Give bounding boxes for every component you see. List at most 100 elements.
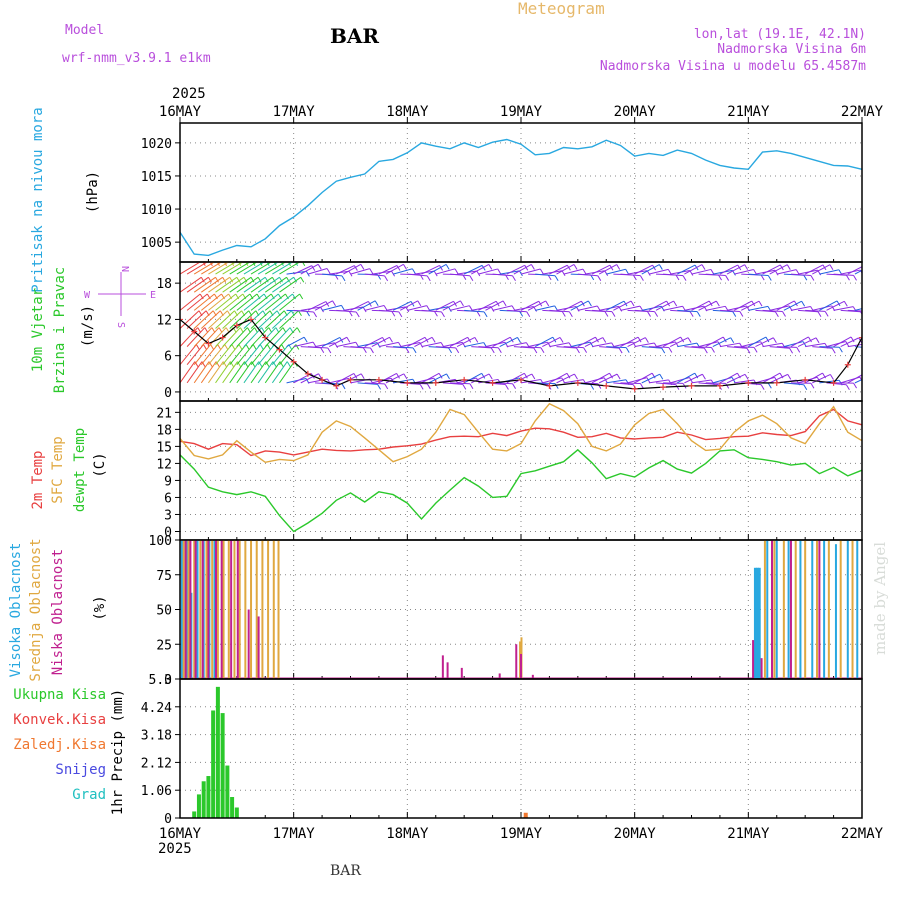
wind-barb-feather [267,244,270,249]
y-tick-label: 18 [156,423,172,438]
wind-barb-feather [230,361,234,367]
wind-barb [200,344,219,366]
wind-barb-feather [873,265,876,270]
y-tick-label: 1010 [141,203,172,218]
legend-hail: Grad [72,787,106,803]
y-tick-label: 9 [164,474,172,489]
wind-barb-feather [616,373,621,380]
wind-barb-feather [882,347,885,352]
wind-barb [684,346,705,349]
cloud-bar [771,540,774,679]
y-tick-label: 21 [156,406,172,421]
wind-barb-feather [258,361,263,367]
wind-barb [677,372,696,384]
wind-barb [627,377,647,384]
wind-barb [726,346,747,349]
y-tick-label: 75 [156,569,172,584]
wind-barb-feather [787,374,792,380]
wind-barb-feather [760,341,765,347]
wind-barb-feather [502,300,507,307]
wind-barb-feather [362,306,367,313]
wind-barb-feather [640,383,644,389]
wind-barb [307,346,328,349]
wind-barb [613,300,632,311]
wind-barb-feather [216,262,220,266]
wind-gust-marker [546,382,553,389]
wind-barb [243,327,263,347]
wind-barb [641,346,662,349]
wind-barb [669,337,689,348]
wind-barb-feather [311,265,316,271]
wind-barb-feather [590,384,595,390]
wind-barb-feather [403,373,408,380]
wind-barb-feather [604,311,609,317]
wind-barb [520,300,540,311]
wind-barb [677,342,698,348]
wind-barb-feather [843,301,848,307]
y-tick-label: 1.06 [141,784,172,799]
temp-label-1: 2m Temp [30,450,46,509]
wind-barb-feather [730,337,735,343]
wind-barb [549,309,570,313]
wind-barb-feather [760,274,765,281]
wind-barb-feather [637,336,642,343]
wind-barb-feather [504,384,509,390]
wind-barb-feather [661,347,666,354]
top-date-label: 22MAY [841,104,884,120]
wind-barb [222,327,241,347]
wind-barb-feather [384,383,389,390]
cloud-bar [856,540,859,679]
wind-barb-feather [583,347,588,353]
wind-barb-feather [866,265,869,270]
wind-barb-feather [739,311,744,317]
wind-barb [719,309,740,313]
wind-barb-feather [438,373,443,379]
wind-barb [734,379,754,384]
wind-barb [691,346,712,348]
wind-barb-feather [211,327,216,333]
wind-barb-feather [874,306,877,311]
wind-barb [279,310,299,329]
wind-gust-marker [844,361,851,368]
wind-barb [250,262,273,275]
precip-bar [230,797,235,818]
wind-barb-feather [760,384,765,390]
wind-barb-feather [239,244,242,249]
wind-barb-feather [341,305,345,311]
wind-barb-feather [488,264,493,270]
wind-barb [208,293,229,311]
wind-barb [804,372,823,384]
compass-rose-icon: N W E S [84,266,156,328]
wind-barb [200,310,221,329]
wind-barb-feather [222,277,227,283]
wind-barb [208,262,230,275]
wind-barb-feather [455,347,460,354]
wind-barb-feather [497,347,502,354]
wind-barb [854,346,862,348]
wind-barb-feather [618,347,623,354]
cloud-bar [794,540,797,679]
wind-gust-marker [773,379,780,386]
wind-barb-feather [346,336,351,343]
wind-barb [215,262,237,275]
wind-barb [691,379,712,384]
wind-gust-marker [830,379,837,386]
temp-panel-labels: 2m Temp SFC Temp dewpt Temp (C) [30,428,108,512]
wind-barb-feather [875,348,878,353]
wind-barb [726,264,745,275]
cloud-bar [238,540,241,679]
elevation-label: Nadmorska Visina 6m [717,42,866,57]
wind-barb [748,305,769,311]
wind-barb-feather [317,264,322,270]
wind-barb-feather [237,361,241,367]
wind-barb [776,269,797,275]
wind-barb [272,310,292,329]
wind-barb [840,337,859,348]
wind-barb-feather [327,347,332,354]
wind-barb [328,336,348,348]
wind-barb [783,300,802,311]
wind-barb-feather [259,344,264,350]
wind-gust-marker [233,322,240,329]
wind-barb [485,382,506,385]
wind-barb [272,293,293,311]
